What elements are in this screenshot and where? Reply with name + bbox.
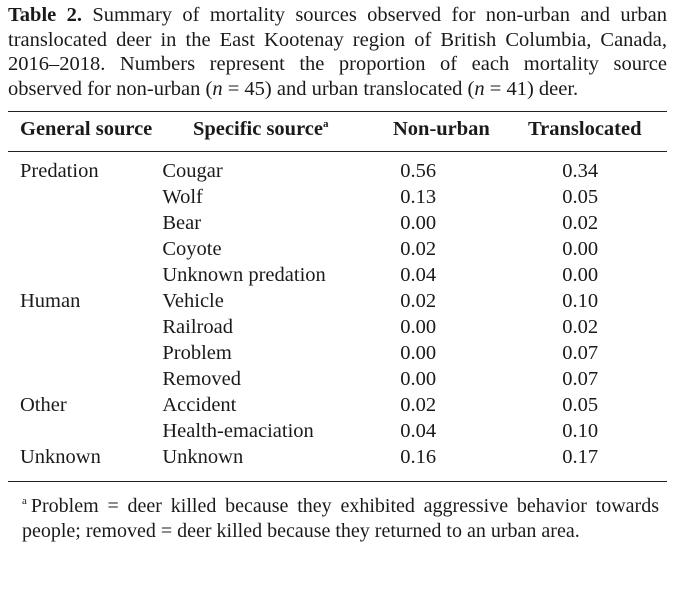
caption-n1-var: n [212,77,223,100]
table-label: Table 2. [8,4,82,26]
page: Table 2. Summary of mortality sources ob… [8,0,667,544]
cell-general-source [8,366,162,392]
footnote-text: Problem = deer killed because they exhib… [22,495,659,542]
cell-specific-source: Bear [162,212,202,234]
cell-translocated: 0.05 [562,394,599,416]
cell-non-urban: 0.04 [400,420,437,442]
cell-general-source: Human [20,290,81,312]
cell-translocated: 0.02 [562,212,599,234]
table-row: Coyote 0.02 0.00 [8,236,667,262]
cell-specific-source: Removed [162,368,241,390]
cell-general-source: Predation [20,160,99,182]
cell-translocated: 0.34 [562,160,599,182]
cell-translocated: 0.10 [562,290,599,312]
cell-non-urban: 0.00 [400,342,437,364]
cell-specific-source: Coyote [162,238,222,260]
header-translocated: Translocated [528,118,642,140]
cell-general-source: Unknown [20,446,101,468]
mortality-table: General source Specific sourcea Non-urba… [8,112,667,146]
cell-non-urban: 0.04 [400,264,437,286]
table-row: Removed 0.00 0.07 [8,366,667,392]
cell-translocated: 0.02 [562,316,599,338]
cell-translocated: 0.07 [562,342,599,364]
table-row: Predation Cougar 0.56 0.34 [8,152,667,184]
cell-translocated: 0.10 [562,420,599,442]
cell-specific-source: Unknown predation [162,264,326,286]
cell-general-source [8,210,162,236]
cell-specific-source: Problem [162,342,232,364]
header-general-source: General source [20,118,153,140]
caption-text: Summary of mortality sources observed fo… [8,4,667,100]
cell-general-source [8,184,162,210]
cell-general-source [8,236,162,262]
cell-non-urban: 0.02 [400,394,437,416]
cell-general-source [8,314,162,340]
cell-specific-source: Health-emaciation [162,420,314,442]
cell-non-urban: 0.00 [400,316,437,338]
footnote-mark: a [22,495,27,507]
mortality-table-body: Predation Cougar 0.56 0.34 Wolf 0.13 0.05 Bear 0… [8,152,667,470]
cell-translocated: 0.05 [562,186,599,208]
cell-specific-source: Vehicle [162,290,224,312]
table-row: Problem 0.00 0.07 [8,340,667,366]
table-row: Bear 0.00 0.02 [8,210,667,236]
table-top-rule [8,111,667,112]
table-header-rule [8,151,667,152]
cell-non-urban: 0.16 [400,446,437,468]
cell-non-urban: 0.02 [400,290,437,312]
caption-n2-var: n [474,77,485,100]
caption-text-end: ) deer. [526,77,579,100]
table-row: Unknown Unknown 0.16 0.17 [8,444,667,470]
table-row: Wolf 0.13 0.05 [8,184,667,210]
header-row: General source Specific sourcea Non-urba… [8,112,667,146]
cell-translocated: 0.07 [562,368,599,390]
cell-non-urban: 0.02 [400,238,437,260]
cell-specific-source: Unknown [162,446,244,468]
caption-n2-val: = 41 [484,77,527,100]
caption-n1-val: = 45 [222,77,265,100]
cell-translocated: 0.00 [562,238,599,260]
cell-specific-source: Accident [162,394,237,416]
table-footnote: a Problem = deer killed because they exhi… [8,494,667,544]
table-row: Other Accident 0.02 0.05 [8,392,667,418]
header-footnote-mark: a [323,118,329,130]
cell-general-source [8,340,162,366]
cell-specific-source: Wolf [162,186,203,208]
caption-text-mid: ) and urban translocated ( [264,77,475,100]
cell-non-urban: 0.00 [400,368,437,390]
cell-non-urban: 0.00 [400,212,437,234]
cell-translocated: 0.17 [562,446,599,468]
cell-translocated: 0.00 [562,264,599,286]
table-bottom-rule [8,481,667,482]
cell-general-source [8,262,162,288]
cell-specific-source: Cougar [162,160,223,182]
header-specific-source: Specific sourcea [193,118,329,140]
table-row: Unknown predation 0.04 0.00 [8,262,667,288]
table-row: Human Vehicle 0.02 0.10 [8,288,667,314]
header-non-urban: Non-urban [393,118,490,140]
cell-non-urban: 0.56 [400,160,437,182]
table-caption: Table 2. Summary of mortality sources ob… [8,0,667,101]
cell-non-urban: 0.13 [400,186,437,208]
cell-specific-source: Railroad [162,316,233,338]
table-row: Railroad 0.00 0.02 [8,314,667,340]
cell-general-source [8,418,162,444]
table-row: Health-emaciation 0.04 0.10 [8,418,667,444]
cell-general-source: Other [20,394,67,416]
